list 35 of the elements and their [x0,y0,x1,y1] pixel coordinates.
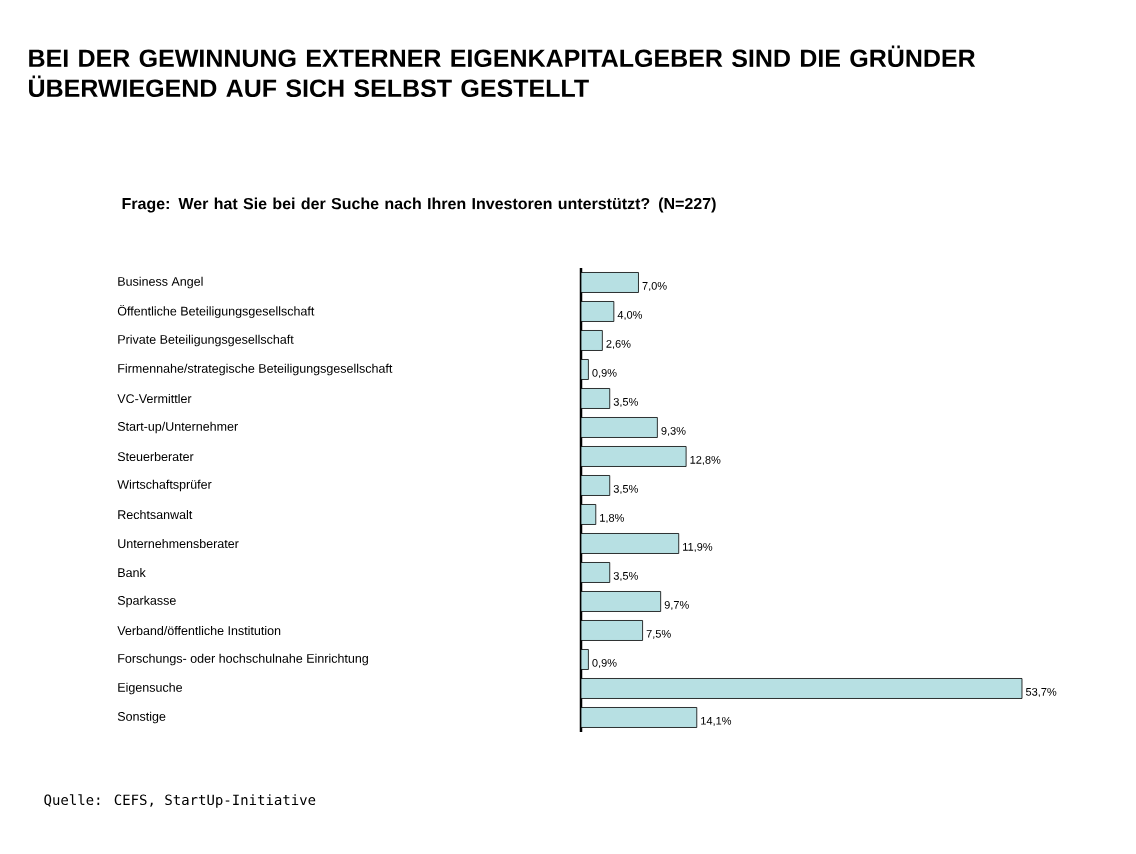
data-label: 0,9% [592,368,617,379]
data-label: 2,6% [606,339,631,350]
y-tick-label: Unternehmensberater [118,538,239,549]
y-tick-label: VC-Vermittler [117,393,192,404]
y-tick-label: Bank [118,567,146,578]
data-label: 53,7% [1025,687,1057,698]
y-tick-label: Sparkasse [117,595,176,608]
y-tick-label: Forschungs- oder hochschulnahe Einrichtung [118,653,368,666]
data-label: 4,0% [617,310,643,321]
y-tick-label: Firmennahe/strategische Beteiligungsgesellschaft [118,363,393,376]
y-tick-label: Steuerberater [117,451,194,462]
data-label: 9,7% [664,600,689,611]
data-label: 3,5% [613,397,638,408]
y-tick-label: Verband/öffentliche Institution [117,625,281,636]
data-label: 14,1% [701,716,732,727]
data-label: 7,5% [646,629,671,640]
data-label: 7,0% [642,281,667,292]
y-tick-label: Wirtschaftsprüfer [117,479,212,492]
y-tick-label: Öffentliche Beteiligungsgesellschaft [117,304,315,319]
data-label: 12,8% [690,455,721,466]
data-label: 9,3% [661,426,686,437]
chart-title: BEI DER GEWINNUNG EXTERNER EIGENKAPITALGEBER SIND DIE GRÜNDER ÜBERWIEGEND AUF SICH SELBST GESTELLT [29,45,976,98]
data-label: 1,8% [600,513,624,524]
source-note: Quelle: CEFS, StartUp-Initiative [44,794,316,808]
y-tick-label: Sonstige [117,711,166,724]
data-label: 0,9% [592,658,617,669]
data-label: 11,9% [683,542,713,553]
y-tick-label: Business Angel [118,276,203,289]
y-tick-label: Private Beteiligungsgesellschaft [118,334,294,347]
data-label: 3,5% [613,571,638,582]
y-tick-label: Eigensuche [118,682,183,695]
y-tick-label: Rechtsanwalt [118,509,193,520]
y-tick-label: Start-up/Unternehmer [117,421,238,434]
data-label: 3,5% [613,484,638,495]
text: Frage: Wer hat Sie bei der Suche nach Ihren Investoren unterstützt? (N=227) [122,197,716,213]
